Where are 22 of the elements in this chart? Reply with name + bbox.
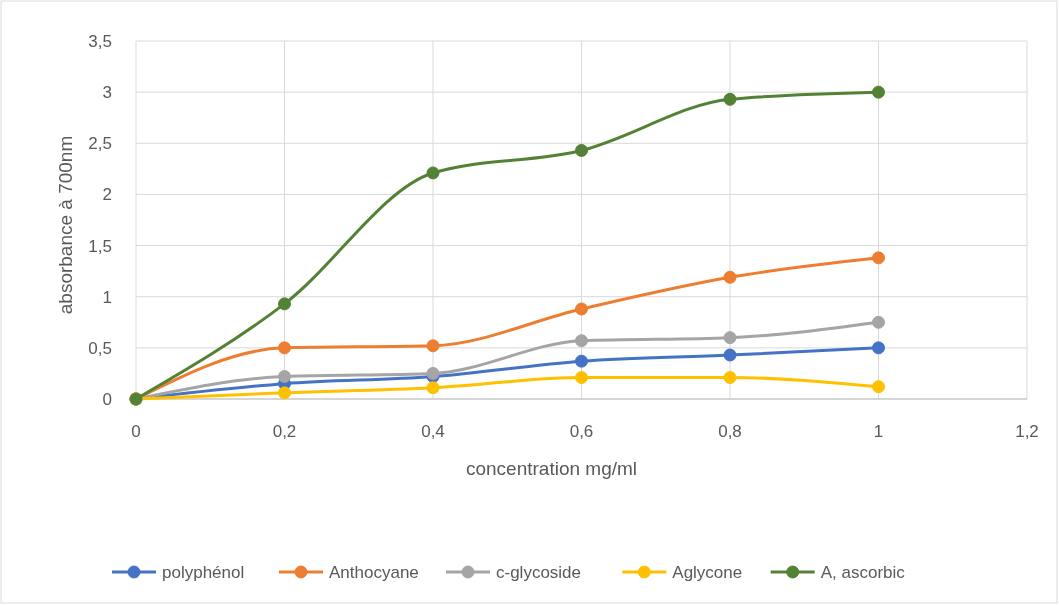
x-tick-label: 0,4 (421, 422, 445, 441)
y-tick-label: 1,5 (88, 236, 112, 256)
legend-label: Anthocyane (329, 563, 419, 582)
x-tick-label: 0,2 (272, 422, 297, 441)
y-tick-label: 3 (102, 83, 112, 103)
x-tick-label: 0 (131, 422, 141, 441)
y-tick-label: 2 (102, 185, 112, 205)
legend-label: A, ascorbic (820, 563, 906, 582)
y-axis-title: absorbance à 700nm (55, 135, 76, 315)
y-tick-label: 2,5 (88, 134, 112, 154)
x-axis-title: concentration mg/ml (465, 458, 638, 479)
x-tick-label: 0,8 (718, 422, 742, 441)
legend-label: c-glycoside (496, 563, 582, 582)
legend-label: Aglycone (672, 563, 743, 582)
x-tick-label: 1,2 (1015, 422, 1039, 441)
y-tick-label: 3,5 (88, 32, 112, 51)
legend-label: polyphénol (162, 563, 245, 582)
y-tick-label: 0,5 (88, 338, 112, 358)
x-tick-label: 0,6 (569, 422, 594, 441)
x-tick-label: 1 (873, 422, 884, 441)
y-tick-label: 1 (102, 287, 112, 307)
y-tick-label: 0 (102, 390, 112, 409)
